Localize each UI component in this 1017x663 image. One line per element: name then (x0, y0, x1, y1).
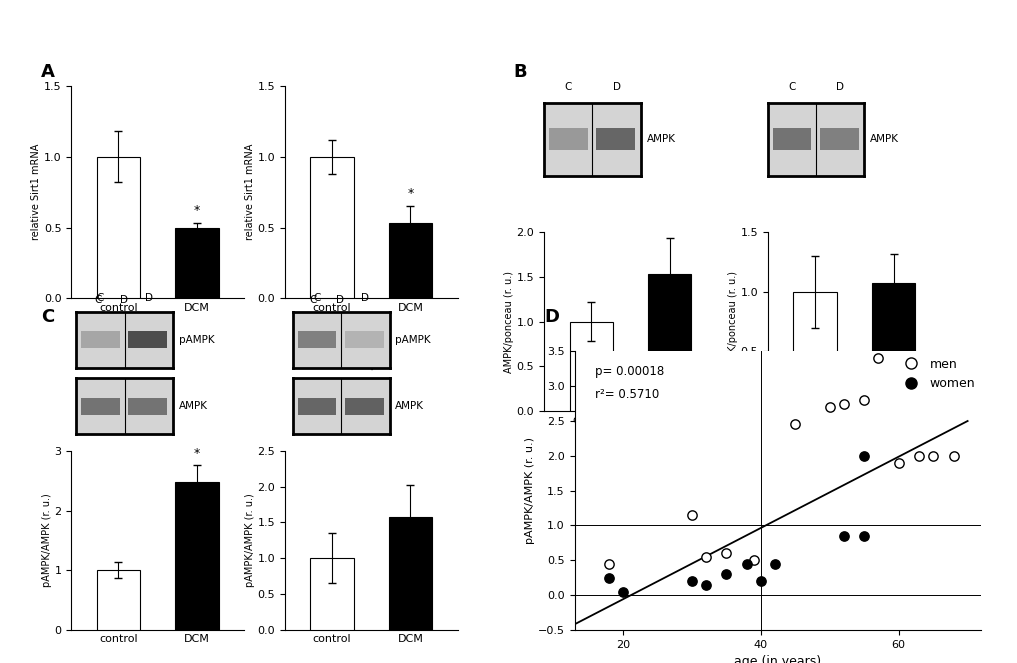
Point (911, 451, 928, 461)
Text: C: C (313, 293, 320, 303)
Bar (793, 292, 837, 411)
Bar (773, 128, 812, 150)
Bar (175, 227, 219, 298)
Bar (345, 398, 383, 414)
Bar (128, 332, 167, 348)
Point (614, 586, 631, 597)
Y-axis label: pAMPK/AMPK (r. u.): pAMPK/AMPK (r. u.) (244, 493, 254, 587)
Point (925, 451, 942, 461)
Point (856, 395, 873, 406)
Text: AMPK: AMPK (871, 134, 899, 145)
Y-axis label: relative Sirt1 mRNA: relative Sirt1 mRNA (245, 144, 254, 241)
Bar (81, 398, 120, 414)
Point (835, 530, 851, 541)
Text: ♀: ♀ (365, 353, 377, 371)
Text: pAMPK: pAMPK (396, 335, 431, 345)
X-axis label: age (in years): age (in years) (734, 655, 822, 663)
Bar (310, 157, 354, 298)
Bar (596, 128, 635, 150)
Text: *: * (408, 187, 414, 200)
Point (601, 558, 617, 569)
Point (856, 530, 873, 541)
Bar (298, 332, 337, 348)
Text: D: D (836, 82, 844, 92)
Bar (175, 482, 219, 630)
Bar (820, 128, 858, 150)
Point (835, 398, 851, 409)
Text: ♀: ♀ (848, 457, 860, 475)
Text: C: C (94, 295, 102, 305)
Bar (570, 322, 613, 411)
Bar (345, 332, 383, 348)
Text: D: D (544, 308, 559, 326)
Point (718, 548, 734, 558)
Point (698, 552, 714, 562)
Text: C: C (788, 82, 795, 92)
Text: AMPK: AMPK (396, 401, 424, 411)
Text: D: D (361, 293, 369, 303)
Text: C: C (309, 295, 317, 305)
Text: AMPK: AMPK (179, 401, 207, 411)
Bar (81, 332, 120, 348)
Point (738, 558, 755, 569)
Text: D: D (144, 293, 153, 303)
Point (683, 510, 700, 520)
Point (891, 457, 907, 468)
Point (856, 451, 873, 461)
Y-axis label: AMPK/ponceau (r. u.): AMPK/ponceau (r. u.) (728, 271, 737, 373)
Point (718, 569, 734, 579)
Point (787, 419, 803, 430)
Point (822, 402, 838, 412)
Text: C: C (41, 308, 54, 326)
Point (745, 555, 762, 566)
Text: D: D (336, 295, 344, 305)
Bar (310, 558, 354, 630)
Bar (298, 398, 337, 414)
Bar (388, 517, 432, 630)
Bar (97, 157, 140, 298)
Text: D: D (120, 295, 128, 305)
Bar (128, 398, 167, 414)
Y-axis label: relative Sirt1 mRNA: relative Sirt1 mRNA (32, 144, 41, 241)
Y-axis label: pAMPK/AMPK (r. u.): pAMPK/AMPK (r. u.) (42, 493, 52, 587)
Text: r²= 0.5710: r²= 0.5710 (595, 388, 659, 400)
Point (767, 558, 783, 569)
Text: AMPK: AMPK (647, 134, 675, 145)
Legend: men, women: men, women (898, 357, 975, 390)
Point (698, 579, 714, 590)
Text: ♂: ♂ (623, 457, 638, 475)
Bar (648, 274, 692, 411)
Bar (872, 283, 915, 411)
Point (683, 575, 700, 587)
Text: p= 0.00018: p= 0.00018 (595, 365, 664, 379)
Bar (388, 223, 432, 298)
Text: C: C (97, 293, 104, 303)
Text: *: * (194, 447, 200, 460)
Y-axis label: pAMPK/AMPK (r. u.): pAMPK/AMPK (r. u.) (525, 437, 535, 544)
Bar (549, 128, 588, 150)
Text: D: D (612, 82, 620, 92)
Point (946, 451, 962, 461)
Y-axis label: AMPK/ponceau (r. u.): AMPK/ponceau (r. u.) (503, 271, 514, 373)
Bar (97, 570, 140, 630)
Text: *: * (194, 204, 200, 217)
Point (601, 572, 617, 583)
Point (870, 353, 886, 363)
Text: B: B (514, 63, 527, 81)
Text: A: A (41, 63, 55, 81)
Text: pAMPK: pAMPK (179, 335, 215, 345)
Point (753, 575, 769, 587)
Text: C: C (564, 82, 572, 92)
Text: ♂: ♂ (151, 353, 165, 371)
